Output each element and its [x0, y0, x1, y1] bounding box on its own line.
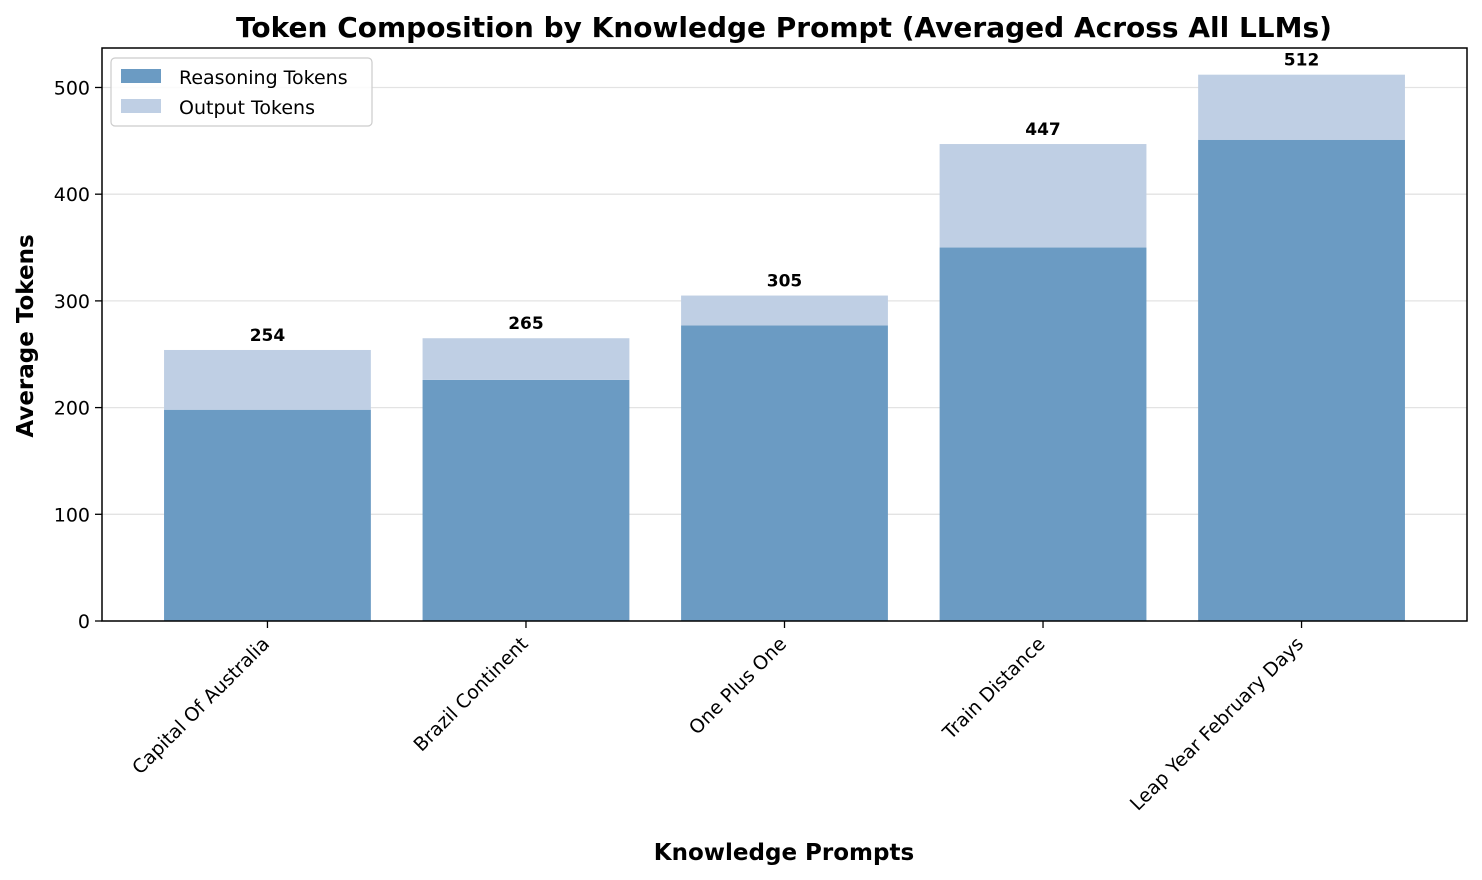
y-axis: 0 100 200 300 400 500	[54, 77, 102, 633]
y-axis-title: Average Tokens	[13, 234, 39, 437]
total-label: 447	[1025, 120, 1061, 140]
y-tick-label: 500	[54, 77, 90, 99]
bar-output	[939, 144, 1147, 248]
total-label: 512	[1284, 51, 1320, 71]
bar-reasoning	[164, 409, 371, 621]
legend-swatch-output	[121, 99, 161, 113]
legend-box	[110, 57, 373, 127]
legend-label-reasoning: Reasoning Tokens	[179, 67, 348, 89]
bar-reasoning	[422, 379, 630, 621]
legend-label-output: Output Tokens	[179, 97, 315, 119]
bar-output	[164, 349, 371, 410]
total-label: 254	[250, 326, 286, 346]
y-tick-label: 100	[54, 504, 90, 526]
total-label: 265	[508, 314, 544, 334]
x-tick-label: Train Distance	[938, 633, 1050, 745]
y-tick-label: 400	[54, 184, 90, 206]
bars	[164, 74, 1405, 621]
bar-reasoning	[681, 325, 888, 621]
chart-title: Token Composition by Knowledge Prompt (A…	[236, 11, 1332, 44]
y-tick-label: 200	[54, 398, 90, 420]
bar-reasoning	[1198, 139, 1405, 621]
legend-swatch-reasoning	[121, 69, 161, 83]
x-tick-label: Leap Year February Days	[1126, 633, 1308, 815]
total-label: 305	[767, 272, 803, 292]
legend: Reasoning Tokens Output Tokens	[110, 57, 373, 127]
x-tick-label: One Plus One	[685, 633, 791, 739]
x-tick-label: Brazil Continent	[410, 633, 533, 756]
bar-output	[681, 295, 888, 326]
bar-reasoning	[939, 247, 1147, 621]
bar-output	[1198, 74, 1405, 140]
x-tick-label: Capital Of Australia	[128, 633, 274, 779]
x-axis-title: Knowledge Prompts	[654, 840, 914, 866]
x-axis: Capital Of Australia Brazil Continent One …	[128, 621, 1308, 815]
bar-output	[422, 338, 630, 380]
y-tick-label: 300	[54, 291, 90, 313]
data-labels: 254 265 305 447 512	[250, 51, 1320, 346]
y-tick-label: 0	[78, 611, 90, 633]
